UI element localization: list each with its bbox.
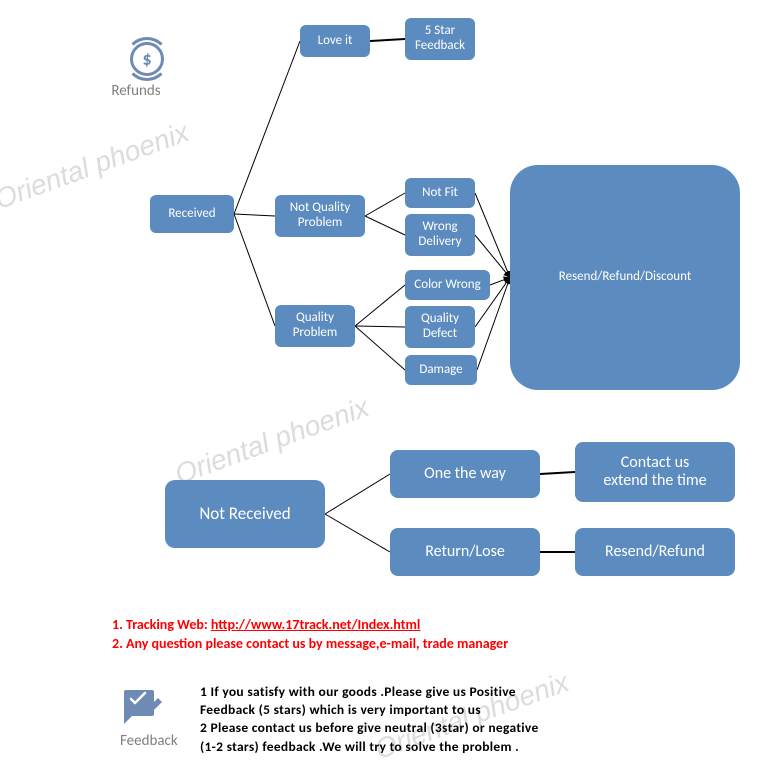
diagram-canvas: Oriental phoenixOriental phoenixOriental… <box>0 0 783 777</box>
node-not-received: Not Received <box>165 480 325 548</box>
red-notes: 1. Tracking Web: http://www.17track.net/… <box>112 616 508 652</box>
feedback-line: Feedback (5 stars) which is very importa… <box>200 701 539 719</box>
refunds-icon: $ Refunds <box>120 42 164 100</box>
tracking-prefix: 1. Tracking Web: <box>112 616 211 633</box>
tracking-line: 1. Tracking Web: http://www.17track.net/… <box>112 616 508 633</box>
node-love-it: Love it <box>300 25 370 57</box>
node-qp: QualityProblem <box>275 305 355 347</box>
feedback-line: (1-2 stars) feedback .We will try to sol… <box>200 738 539 756</box>
node-resend-big: Resend/Refund/Discount <box>510 165 740 390</box>
node-damage: Damage <box>405 355 477 385</box>
node-five-star: 5 StarFeedback <box>405 18 475 60</box>
node-wrong-del: WrongDelivery <box>405 214 475 256</box>
refunds-label: Refunds <box>108 82 164 100</box>
feedback-icon: Feedback <box>120 688 178 750</box>
node-qual-defect: QualityDefect <box>405 306 475 348</box>
node-color-wrong: Color Wrong <box>405 270 490 300</box>
feedback-line: 2 Please contact us before give neutral … <box>200 719 539 737</box>
contact-line: 2. Any question please contact us by mes… <box>112 635 508 652</box>
watermark: Oriental phoenix <box>171 391 374 491</box>
node-not-qp: Not QualityProblem <box>275 195 365 237</box>
feedback-label: Feedback <box>120 732 178 750</box>
tracking-link[interactable]: http://www.17track.net/Index.html <box>211 616 420 633</box>
node-not-fit: Not Fit <box>405 178 475 208</box>
node-received: Received <box>150 195 234 233</box>
feedback-line: 1 If you satisfy with our goods .Please … <box>200 683 539 701</box>
node-contact-us: Contact usextend the time <box>575 442 735 502</box>
feedback-text: 1 If you satisfy with our goods .Please … <box>200 683 539 756</box>
node-resend-ref: Resend/Refund <box>575 528 735 576</box>
node-one-the-way: One the way <box>390 450 540 498</box>
node-return-lose: Return/Lose <box>390 528 540 576</box>
